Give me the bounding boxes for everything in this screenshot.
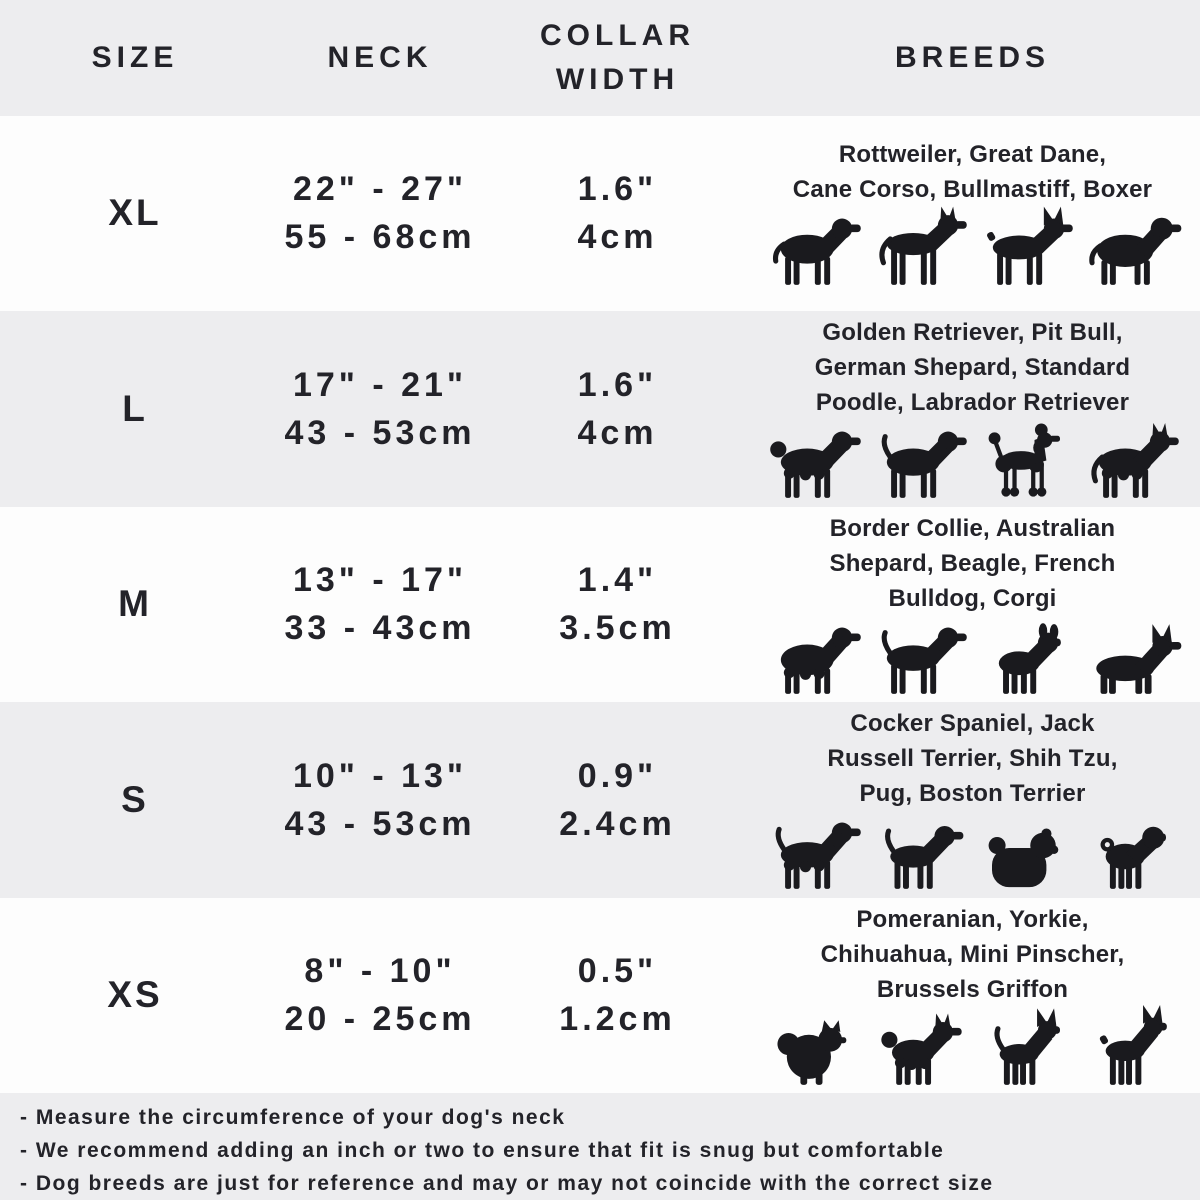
collar-width-value: 0.9" 2.4cm: [559, 756, 676, 843]
collar-width-value: 1.4" 3.5cm: [559, 561, 676, 648]
chihuahua-icon: [993, 1008, 1060, 1085]
col-header-collar-width: COLLAR WIDTH: [540, 18, 695, 96]
collar-width-value: 1.6" 4cm: [577, 365, 658, 452]
cane-corso-icon: [986, 207, 1073, 286]
note-measure: - Measure the circumference of your dog'…: [20, 1106, 566, 1130]
table-row-xl: XL 22" - 27" 55 - 68cm 1.6" 4cm Rottweil…: [0, 115, 1200, 312]
breeds-cell: Cocker Spaniel, Jack Russell Terrier, Sh…: [745, 706, 1200, 893]
size-value: L: [122, 387, 148, 429]
size-value: M: [118, 583, 152, 625]
note-recommend: - We recommend adding an inch or two to …: [20, 1139, 945, 1163]
table-row-m: M 13" - 17" 33 - 43cm 1.4" 3.5cm Border …: [0, 506, 1200, 703]
great-dane-icon: [878, 207, 967, 286]
table-row-l: L 17" - 21" 43 - 53cm 1.6" 4cm Golden Re…: [0, 311, 1200, 507]
pomeranian-icon: [776, 1020, 846, 1085]
breeds-cell: Pomeranian, Yorkie, Chihuahua, Mini Pins…: [745, 902, 1200, 1089]
jack-russell-terrier-icon: [884, 826, 963, 890]
labrador-retriever-icon: [881, 431, 967, 499]
table-header-row: SIZE NECK COLLAR WIDTH BREEDS: [0, 0, 1200, 116]
size-value: XL: [108, 192, 162, 234]
cocker-spaniel-icon: [775, 822, 861, 890]
neck-range: 8" - 10" 20 - 25cm: [284, 952, 476, 1039]
breeds-cell: Golden Retriever, Pit Bull, German Shepa…: [745, 315, 1200, 502]
col-header-neck: NECK: [327, 40, 433, 74]
note-reference: - Dog breeds are just for reference and …: [20, 1172, 994, 1196]
size-value: XS: [107, 974, 163, 1016]
german-shepherd-icon: [1090, 423, 1179, 499]
col-header-size: SIZE: [91, 40, 179, 74]
beagle-icon: [881, 627, 967, 694]
rottweiler-icon: [772, 218, 861, 286]
breeds-cell: Border Collie, Australian Shepard, Beagl…: [745, 511, 1200, 698]
neck-range: 17" - 21" 43 - 53cm: [284, 365, 476, 452]
breeds-cell: Rottweiler, Great Dane, Cane Corso, Bull…: [745, 137, 1200, 289]
neck-range: 13" - 17" 33 - 43cm: [284, 561, 476, 648]
breed-names: Rottweiler, Great Dane, Cane Corso, Bull…: [792, 141, 1153, 204]
pug-icon: [1100, 827, 1166, 890]
breed-names: Border Collie, Australian Shepard, Beagl…: [829, 514, 1116, 612]
corgi-icon: [1095, 624, 1181, 694]
golden-retriever-icon: [769, 431, 861, 499]
neck-range: 10" - 13" 43 - 53cm: [284, 756, 476, 843]
neck-range: 22" - 27" 55 - 68cm: [284, 170, 476, 257]
yorkie-icon: [880, 1013, 962, 1085]
breed-silhouettes: [763, 423, 1183, 502]
breed-names: Cocker Spaniel, Jack Russell Terrier, Sh…: [827, 710, 1118, 808]
collar-width-value: 0.5" 1.2cm: [559, 952, 676, 1039]
table-row-s: S 10" - 13" 43 - 53cm 0.9" 2.4cm Cocker …: [0, 702, 1200, 898]
french-bulldog-icon: [998, 623, 1061, 694]
breed-names: Golden Retriever, Pit Bull, German Shepa…: [814, 319, 1131, 417]
poodle-icon: [988, 423, 1060, 497]
breed-silhouettes: [763, 1004, 1183, 1089]
measuring-notes: - Measure the circumference of your dog'…: [0, 1093, 1200, 1200]
australian-shepherd-icon: [780, 627, 861, 694]
table-row-xs: XS 8" - 10" 20 - 25cm 0.5" 1.2cm Pomeran…: [0, 897, 1200, 1094]
breed-silhouettes: [763, 815, 1183, 893]
breed-names: Pomeranian, Yorkie, Chihuahua, Mini Pins…: [820, 905, 1125, 1003]
shih-tzu-icon: [988, 828, 1058, 888]
miniature-pinscher-icon: [1099, 1004, 1167, 1085]
col-header-breeds: BREEDS: [894, 40, 1051, 74]
size-value: S: [121, 778, 149, 820]
breed-silhouettes: [763, 207, 1183, 289]
bullmastiff-icon: [1088, 218, 1181, 286]
collar-width-value: 1.6" 4cm: [577, 170, 658, 257]
breed-silhouettes: [763, 620, 1183, 698]
